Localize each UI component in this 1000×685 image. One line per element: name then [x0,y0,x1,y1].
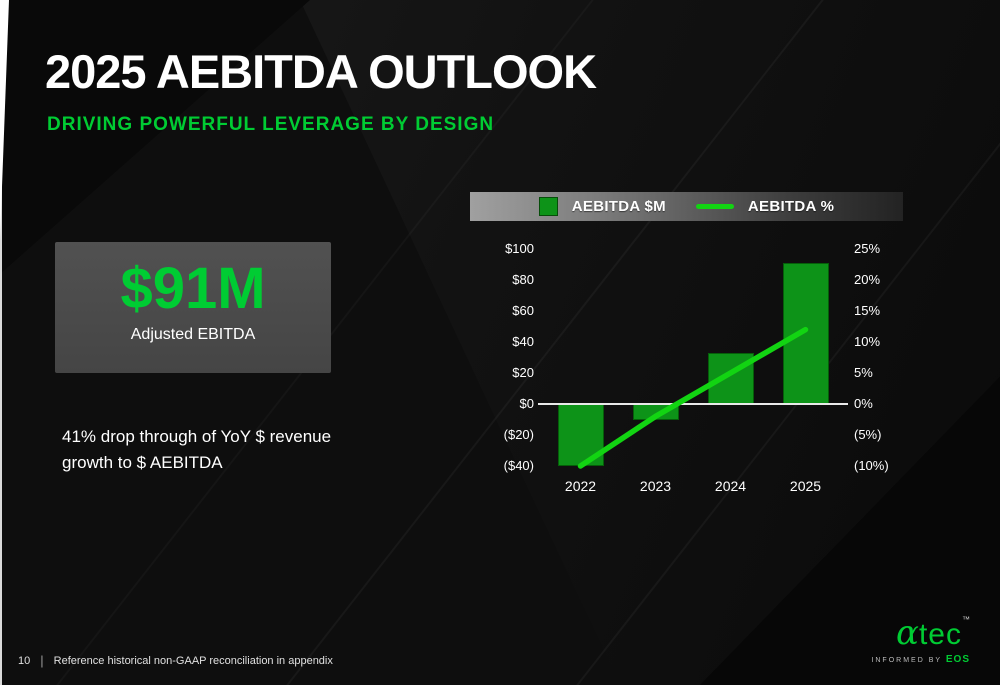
zero-axis-line [538,403,848,405]
footer-divider: | [40,653,44,668]
callout-label: Adjusted EBITDA [130,326,256,343]
x-axis-label-2023: 2023 [639,478,672,494]
eos-logo: EOS [945,654,970,665]
x-axis-label-2022: 2022 [564,478,597,494]
page-subtitle: DRIVING POWERFUL LEVERAGE BY DESIGN [47,114,495,135]
bar-2025 [782,262,829,404]
line-series-layer [577,326,809,469]
right-axis-tick: 0% [854,396,873,411]
right-axis-tick: 20% [854,272,881,287]
logo-tagline-prefix: INFORMED BY [871,657,942,664]
left-axis-tick: $20 [512,365,534,380]
legend-label-line: AEBITDA % [747,198,835,215]
left-axis-tick: $0 [519,396,534,411]
page-title: 2025 AEBITDA OUTLOOK [45,45,597,98]
right-axis-tick: (10%) [854,458,889,473]
left-axis-tick: $60 [512,303,534,318]
line-series-swatch-icon [695,204,734,209]
aebitda-percent-line [577,326,809,469]
logo-rest-text: tec [918,618,962,651]
body-text: 41% drop through of YoY $ revenue growth… [62,427,332,472]
right-axis-percent: 25% 20% 15% 10% 5% 0% (5%) (10%) [854,241,912,473]
right-axis-tick: (5%) [854,427,882,442]
logo-alpha-glyph: α [896,613,919,653]
footer-note: Reference historical non-GAAP reconcilia… [53,654,333,667]
right-axis-tick: 10% [854,334,881,349]
page-number: 10 [18,654,31,667]
left-axis-tick: $80 [512,272,534,287]
right-axis-tick: 25% [854,241,881,256]
left-edge-highlight [0,0,2,685]
chart-plot-area [538,249,848,469]
left-edge-wedge [0,0,9,240]
legend-label-bars: AEBITDA $M [571,198,666,215]
right-axis-tick: 15% [854,303,881,318]
footer: 10 | Reference historical non-GAAP recon… [18,653,333,668]
aebitda-callout-card: $91M Adjusted EBITDA [55,242,331,373]
callout-value: $91M [120,256,266,321]
x-axis-years: 2022 2023 2024 2025 [543,478,843,496]
logo-trademark: ™ [962,615,970,624]
logo-tagline: INFORMED BY EOS [871,654,970,665]
left-axis-tick: $100 [505,241,534,256]
atec-logo: αtec™ INFORMED BY EOS [871,613,970,666]
bar-series-swatch-icon [538,197,558,216]
atec-logo-wordmark: αtec™ [871,613,970,653]
left-axis-tick: ($20) [503,427,534,442]
x-axis-label-2025: 2025 [789,478,822,494]
left-axis-tick: $40 [512,334,534,349]
left-axis-dollars: $100 $80 $60 $40 $20 $0 ($20) ($40) [476,241,534,473]
chart-legend: AEBITDA $M AEBITDA % [470,192,903,221]
right-axis-tick: 5% [854,365,873,380]
x-axis-label-2024: 2024 [714,478,747,494]
left-axis-tick: ($40) [503,458,534,473]
